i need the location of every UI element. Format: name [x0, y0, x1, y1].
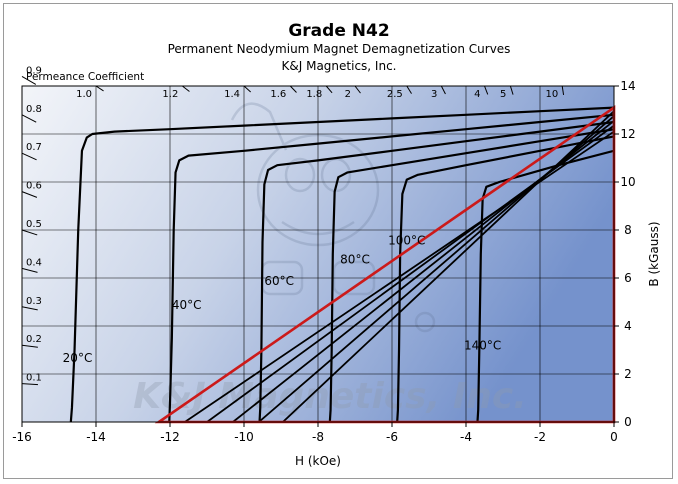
x-tick-label-2: -12: [160, 430, 180, 444]
pc-top-label-6: 2.5: [387, 89, 403, 100]
pc-left-label-0: 0.9: [26, 65, 42, 76]
y-tick-label-0: 0: [624, 415, 632, 429]
pc-left-tick-6: [21, 306, 38, 311]
curve-80C: [328, 128, 614, 422]
pc-top-tick-1: [182, 85, 190, 92]
curve-label-3: 80°C: [340, 253, 370, 267]
x-tick-label-5: -6: [386, 430, 398, 444]
chart-company: K&J Magnetics, Inc.: [282, 59, 397, 73]
pc-top-label-0: 1.0: [76, 89, 92, 100]
pc-left-tick-1: [21, 114, 37, 123]
pc-top-tick-9: [509, 85, 514, 95]
y-tick-label-4: 8: [624, 223, 632, 237]
curve-labels: 20°C 40°C 60°C 80°C 100°C 140°C: [63, 233, 502, 365]
x-tick-label-7: -2: [534, 430, 546, 444]
pc-top-label-4: 1.8: [306, 89, 322, 100]
curve-40C: [168, 113, 614, 422]
curve-100C: [396, 135, 614, 422]
pc-left-label-5: 0.4: [26, 257, 42, 268]
curve-label-0: 20°C: [63, 351, 93, 365]
x-tick-label-4: -8: [312, 430, 324, 444]
curve-label-5: 140°C: [464, 338, 501, 352]
permeance-top-ticks: 1.0 1.2 1.4 1.6 1.8 2 2.5 3 4 5 10: [76, 85, 565, 100]
pc-left-label-2: 0.7: [26, 142, 42, 153]
pc-left-label-3: 0.6: [26, 181, 42, 192]
y-tick-label-1: 2: [624, 367, 632, 381]
x-tick-label-1: -14: [86, 430, 106, 444]
pc-left-tick-2: [21, 152, 37, 161]
permeance-left-ticks: 0.9 0.8 0.7 0.6 0.5 0.4 0.3 0.2 0.1: [21, 65, 42, 386]
pc-left-tick-8: [21, 383, 38, 386]
load-line-3: [206, 124, 614, 422]
pc-top-tick-6: [406, 85, 412, 94]
pc-top-tick-10: [561, 85, 565, 95]
x-tick-label-0: -16: [12, 430, 32, 444]
chart-subtitle: Permanent Neodymium Magnet Demagnetizati…: [168, 42, 511, 56]
pc-top-label-10: 10: [545, 89, 558, 100]
pc-top-label-3: 1.6: [270, 89, 286, 100]
y-tick-label-7: 14: [620, 79, 635, 93]
pc-left-tick-3: [21, 191, 38, 198]
pc-top-tick-0: [95, 85, 104, 92]
curve-label-1: 40°C: [172, 298, 202, 312]
pc-left-label-4: 0.5: [26, 219, 42, 230]
x-tick-label-8: 0: [610, 430, 618, 444]
curve-label-4: 100°C: [388, 233, 425, 247]
pc-top-tick-8: [484, 85, 489, 95]
chart-title: Grade N42: [288, 21, 389, 41]
pc-left-label-1: 0.8: [26, 104, 42, 115]
y-axis-ticks: 0 2 4 6 8 10 12 14: [614, 79, 636, 429]
curve-60C: [258, 120, 614, 422]
pc-top-tick-5: [354, 85, 361, 94]
x-tick-label-3: -10: [234, 430, 254, 444]
curve-20C: [69, 106, 614, 422]
y-tick-label-2: 4: [624, 319, 632, 333]
pc-top-label-8: 4: [474, 89, 480, 100]
y-axis-label: B (kGauss): [647, 221, 661, 286]
pc-top-tick-4: [325, 85, 333, 94]
pc-top-label-2: 1.4: [224, 89, 240, 100]
pc-top-label-7: 3: [431, 89, 437, 100]
pc-left-label-6: 0.3: [26, 296, 42, 307]
pc-top-label-9: 5: [500, 89, 506, 100]
pc-top-tick-7: [440, 85, 446, 95]
x-tick-label-6: -4: [460, 430, 472, 444]
pc-top-label-1: 1.2: [162, 89, 178, 100]
y-tick-label-5: 10: [620, 175, 635, 189]
permeance-coefficient-label: Permeance Coefficient: [26, 71, 144, 83]
pc-left-tick-5: [21, 267, 38, 273]
x-axis-ticks: -16 -14 -12 -10 -8 -6 -4 -2 0: [12, 422, 618, 444]
y-tick-label-6: 12: [620, 127, 635, 141]
pc-top-tick-3: [289, 85, 297, 93]
pc-left-tick-7: [21, 344, 38, 348]
y-tick-label-3: 6: [624, 271, 632, 285]
pc-left-label-7: 0.2: [26, 334, 42, 345]
pc-top-tick-2: [243, 85, 251, 93]
x-axis-label: H (kOe): [295, 454, 341, 468]
pc-left-tick-4: [21, 229, 38, 236]
curve-label-2: 60°C: [264, 274, 294, 288]
pc-top-label-5: 2: [345, 89, 351, 100]
pc-left-label-8: 0.1: [26, 373, 42, 384]
pc-left-tick-0: [21, 75, 37, 85]
